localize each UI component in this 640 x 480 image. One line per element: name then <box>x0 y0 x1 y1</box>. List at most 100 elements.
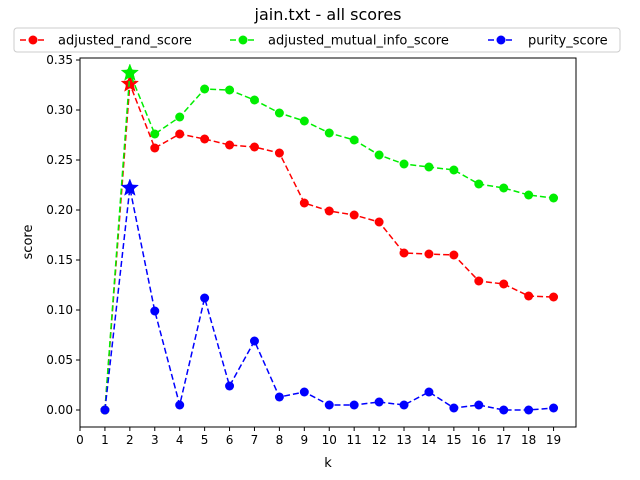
x-tick-label: 4 <box>176 433 184 447</box>
legend-swatch-marker <box>238 35 248 45</box>
y-tick-label: 0.35 <box>46 53 73 67</box>
series-purity_score <box>100 178 559 415</box>
x-tick-label: 11 <box>347 433 362 447</box>
series-adjusted_mutual_info_score <box>100 63 559 415</box>
legend-label: adjusted_mutual_info_score <box>268 34 449 49</box>
y-tick-label: 0.30 <box>46 103 73 117</box>
data-point <box>549 193 559 203</box>
data-point <box>424 249 434 259</box>
x-tick-label: 10 <box>322 433 337 447</box>
x-tick-label: 19 <box>546 433 561 447</box>
data-point <box>249 95 259 105</box>
data-point <box>324 206 334 216</box>
y-tick-label: 0.10 <box>46 303 73 317</box>
chart-title: jain.txt - all scores <box>254 5 402 24</box>
legend-label: adjusted_rand_score <box>58 34 192 49</box>
data-point <box>150 143 160 153</box>
series-adjusted_rand_score <box>100 74 559 415</box>
data-point <box>225 85 235 95</box>
x-tick-label: 6 <box>226 433 234 447</box>
data-point <box>349 135 359 145</box>
data-point <box>225 140 235 150</box>
legend-swatch-marker <box>28 35 38 45</box>
data-point <box>150 306 160 316</box>
data-point <box>399 159 409 169</box>
data-point <box>474 179 484 189</box>
x-tick-label: 17 <box>496 433 511 447</box>
data-point <box>324 400 334 410</box>
data-point <box>399 248 409 258</box>
data-point <box>424 162 434 172</box>
y-axis-label: score <box>21 225 36 260</box>
legend-frame <box>13 27 621 53</box>
x-tick-label: 5 <box>201 433 209 447</box>
y-tick-label: 0.15 <box>46 253 73 267</box>
data-point <box>449 165 459 175</box>
data-point <box>374 397 384 407</box>
data-point <box>200 84 210 94</box>
y-axis: 0.00 0.05 0.10 0.15 0.20 0.25 0.30 0.35 <box>46 53 80 417</box>
data-point <box>549 292 559 302</box>
best-k-star-marker <box>120 63 140 81</box>
x-tick-label: 12 <box>371 433 386 447</box>
y-tick-label: 0.05 <box>46 353 73 367</box>
y-tick-label: 0.25 <box>46 153 73 167</box>
data-point <box>374 150 384 160</box>
legend: adjusted_rand_score adjusted_mutual_info_… <box>13 27 621 53</box>
best-k-star-marker <box>120 178 140 196</box>
x-tick-label: 18 <box>521 433 536 447</box>
legend-label: purity_score <box>528 34 608 49</box>
x-tick-label: 7 <box>251 433 259 447</box>
data-point <box>299 387 309 397</box>
x-tick-label: 0 <box>76 433 84 447</box>
x-tick-label: 3 <box>151 433 159 447</box>
legend-swatch-marker <box>496 35 506 45</box>
series-layer <box>100 63 559 415</box>
data-point <box>349 400 359 410</box>
y-tick-label: 0.00 <box>46 403 73 417</box>
x-tick-label: 8 <box>276 433 284 447</box>
data-point <box>449 250 459 260</box>
data-point <box>499 405 509 415</box>
data-point <box>399 400 409 410</box>
data-point <box>100 405 110 415</box>
data-point <box>274 108 284 118</box>
data-point <box>200 134 210 144</box>
x-tick-label: 9 <box>301 433 309 447</box>
y-tick-label: 0.20 <box>46 203 73 217</box>
data-point <box>524 405 534 415</box>
data-point <box>524 190 534 200</box>
data-point <box>299 198 309 208</box>
data-point <box>499 183 509 193</box>
x-tick-label: 13 <box>396 433 411 447</box>
data-point <box>299 116 309 126</box>
data-point <box>200 293 210 303</box>
data-point <box>549 403 559 413</box>
x-tick-label: 15 <box>446 433 461 447</box>
data-point <box>274 392 284 402</box>
data-point <box>175 400 185 410</box>
data-point <box>374 217 384 227</box>
x-tick-label: 2 <box>126 433 134 447</box>
plot-area <box>79 57 577 428</box>
x-tick-label: 14 <box>421 433 436 447</box>
data-point <box>175 112 185 122</box>
data-point <box>349 210 359 220</box>
data-point <box>274 148 284 158</box>
data-point <box>474 276 484 286</box>
x-axis-label: k <box>324 456 332 471</box>
data-point <box>150 129 160 139</box>
data-point <box>225 381 235 391</box>
data-point <box>474 400 484 410</box>
data-point <box>499 279 509 289</box>
data-point <box>524 291 534 301</box>
data-point <box>175 129 185 139</box>
x-tick-label: 16 <box>471 433 486 447</box>
data-point <box>324 128 334 138</box>
data-point <box>449 403 459 413</box>
x-tick-label: 1 <box>101 433 109 447</box>
x-axis: 0 1 2 3 4 5 6 7 8 9 10 11 12 13 14 15 16 17 18 19 <box>76 427 561 447</box>
data-point <box>249 336 259 346</box>
data-point <box>249 142 259 152</box>
